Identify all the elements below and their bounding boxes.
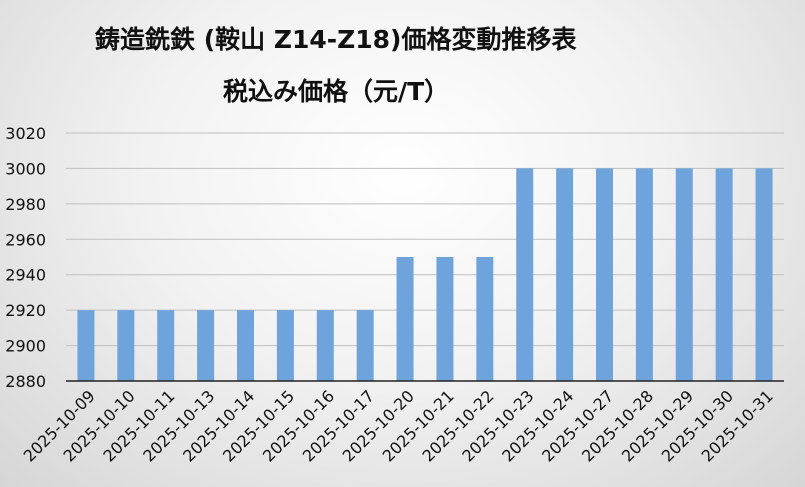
bar xyxy=(635,168,653,381)
bar xyxy=(237,310,254,381)
bar xyxy=(715,168,733,381)
bar xyxy=(755,168,773,381)
bar xyxy=(276,310,294,381)
bar xyxy=(436,257,454,381)
y-tick-label: 2920 xyxy=(5,301,46,320)
gridlines xyxy=(66,132,784,347)
chart-subtitle: 税込み価格（元/T） xyxy=(223,77,450,106)
y-axis: 2880 2900 2920 2940 2960 2980 3000 3020 xyxy=(5,124,46,391)
y-tick-label: 2880 xyxy=(5,372,46,391)
bar xyxy=(316,310,334,381)
bar xyxy=(396,257,414,381)
bar xyxy=(556,168,574,381)
bar xyxy=(197,310,215,381)
bar xyxy=(596,168,613,381)
chart-title: 鋳造銑鉄 (鞍山 Z14-Z18)価格変動推移表 xyxy=(95,25,577,54)
bar xyxy=(476,257,494,381)
y-tick-label: 3000 xyxy=(5,159,46,178)
y-tick-label: 3020 xyxy=(5,124,46,143)
bar xyxy=(157,310,175,381)
y-tick-label: 2900 xyxy=(5,337,46,356)
x-axis: 2025-10-092025-10-102025-10-112025-10-13… xyxy=(20,380,784,466)
bar xyxy=(516,168,534,381)
bars xyxy=(77,168,773,381)
y-tick-label: 2980 xyxy=(5,195,46,214)
bar xyxy=(77,310,95,381)
bar xyxy=(356,310,374,381)
bar xyxy=(675,168,693,381)
y-tick-label: 2960 xyxy=(5,230,46,249)
bar xyxy=(117,310,135,381)
y-tick-label: 2940 xyxy=(5,266,46,285)
